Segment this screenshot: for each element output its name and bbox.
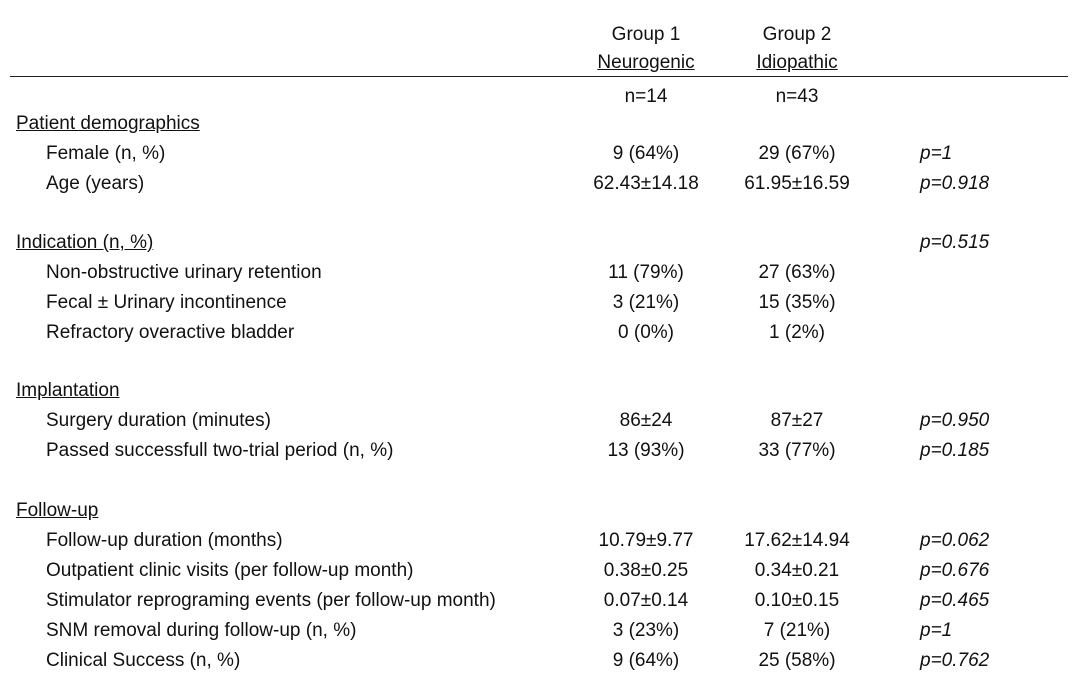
row-group2-value: 33 (77%) bbox=[758, 440, 836, 461]
row-p-value: p=0.762 bbox=[920, 650, 990, 671]
row-group2-value: 87±27 bbox=[770, 410, 824, 431]
row-label: Surgery duration (minutes) bbox=[46, 410, 271, 431]
row-label: Outpatient clinic visits (per follow-up … bbox=[46, 560, 414, 581]
row-group2-value: 0.10±0.15 bbox=[754, 590, 840, 611]
row-group1-value: 13 (93%) bbox=[607, 440, 685, 461]
group2-n: n=43 bbox=[775, 86, 819, 107]
row-label: Non-obstructive urinary retention bbox=[46, 262, 322, 283]
row-label: Stimulator reprograming events (per foll… bbox=[46, 590, 496, 611]
group1-subtitle: Neurogenic bbox=[586, 52, 706, 74]
row-label: Fecal ± Urinary incontinence bbox=[46, 292, 287, 313]
row-label: Refractory overactive bladder bbox=[46, 322, 295, 343]
row-label: Follow-up duration (months) bbox=[46, 530, 283, 551]
row-label: Age (years) bbox=[46, 173, 145, 194]
row-label: Female (n, %) bbox=[46, 143, 166, 164]
header-rule bbox=[10, 76, 1068, 77]
row-group1-value: 86±24 bbox=[619, 410, 673, 431]
group1-n: n=14 bbox=[624, 86, 668, 107]
row-group1-value: 11 (79%) bbox=[608, 262, 684, 283]
row-group2-value: 7 (21%) bbox=[763, 620, 831, 641]
row-group1-value: 9 (64%) bbox=[612, 650, 680, 671]
row-p-value: p=1 bbox=[920, 143, 953, 164]
row-group1-value: 0.38±0.25 bbox=[603, 560, 689, 581]
row-p-value: p=0.465 bbox=[920, 590, 990, 611]
row-group1-value: 10.79±9.77 bbox=[598, 530, 694, 551]
section-title-demographics: Patient demographics bbox=[16, 113, 200, 134]
row-group1-value: 9 (64%) bbox=[612, 143, 680, 164]
row-group2-value: 1 (2%) bbox=[769, 322, 825, 343]
row-label: Passed successfull two-trial period (n, … bbox=[46, 440, 394, 461]
group1-title: Group 1 bbox=[611, 24, 681, 45]
row-p-value: p=0.676 bbox=[920, 560, 990, 581]
row-p-value: p=0.950 bbox=[920, 410, 990, 431]
row-group2-value: 0.34±0.21 bbox=[754, 560, 840, 581]
row-p-value: p=1 bbox=[920, 620, 953, 641]
section-p-value-indication: p=0.515 bbox=[920, 232, 990, 253]
row-label: Clinical Success (n, %) bbox=[46, 650, 241, 671]
group2-subtitle-text: Idiopathic bbox=[756, 52, 838, 73]
group2-subtitle: Idiopathic bbox=[737, 52, 857, 74]
row-group2-value: 29 (67%) bbox=[758, 143, 836, 164]
row-group2-value: 17.62±14.94 bbox=[744, 530, 850, 551]
row-group2-value: 27 (63%) bbox=[758, 262, 836, 283]
row-group2-value: 61.95±16.59 bbox=[744, 173, 850, 194]
row-label: SNM removal during follow-up (n, %) bbox=[46, 620, 357, 641]
row-group1-value: 3 (21%) bbox=[612, 292, 680, 313]
row-group1-value: 62.43±14.18 bbox=[593, 173, 699, 194]
section-title-indication: Indication (n, %) bbox=[16, 232, 154, 253]
row-p-value: p=0.918 bbox=[920, 173, 990, 194]
section-title-follow-up: Follow-up bbox=[16, 500, 99, 521]
row-group2-value: 25 (58%) bbox=[758, 650, 836, 671]
section-title-implantation: Implantation bbox=[16, 380, 120, 401]
row-group1-value: 3 (23%) bbox=[612, 620, 680, 641]
row-group2-value: 15 (35%) bbox=[758, 292, 836, 313]
row-group1-value: 0.07±0.14 bbox=[603, 590, 689, 611]
row-group1-value: 0 (0%) bbox=[618, 322, 674, 343]
row-p-value: p=0.062 bbox=[920, 530, 990, 551]
group2-title: Group 2 bbox=[762, 24, 832, 45]
row-p-value: p=0.185 bbox=[920, 440, 990, 461]
group1-subtitle-text: Neurogenic bbox=[597, 52, 695, 73]
